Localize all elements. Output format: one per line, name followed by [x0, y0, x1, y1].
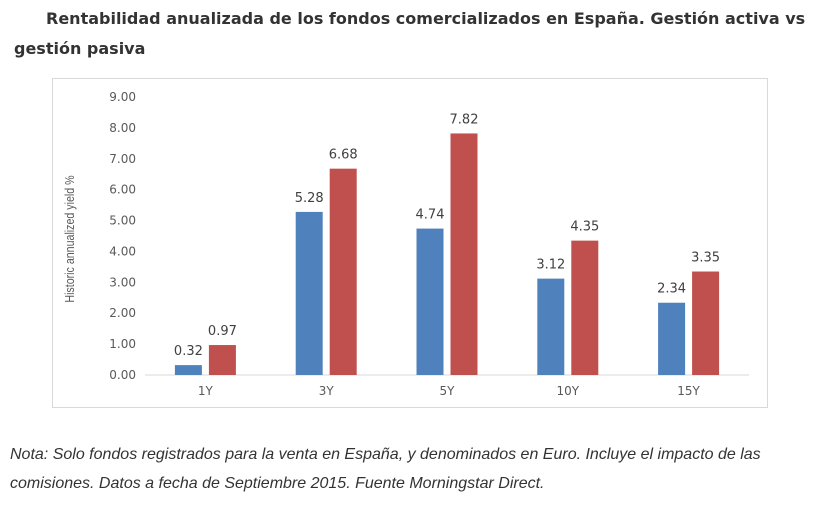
- data-label: 4.35: [570, 220, 599, 235]
- y-tick-label: 5.00: [109, 214, 136, 228]
- y-tick-label: 2.00: [109, 306, 136, 320]
- x-tick-label: 1Y: [198, 384, 214, 398]
- data-label: 0.32: [174, 344, 203, 359]
- y-tick-label: 9.00: [109, 90, 136, 104]
- bar-5y-series-1: [416, 228, 444, 375]
- bar-15y-series-1: [658, 302, 686, 375]
- data-label: 7.82: [450, 112, 479, 127]
- x-tick-label: 15Y: [677, 384, 700, 398]
- y-tick-label: 7.00: [109, 152, 136, 166]
- bar-15y-series-2: [692, 271, 720, 375]
- data-label: 2.34: [657, 282, 686, 297]
- bar-5y-series-2: [450, 133, 478, 375]
- x-axis-ticks: 1Y 3Y 5Y 10Y 15Y: [198, 384, 701, 398]
- data-label: 3.35: [691, 251, 720, 266]
- footnote: Nota: Solo fondos registrados para la ve…: [10, 446, 761, 492]
- bar-10y-series-1: [537, 278, 565, 375]
- x-tick-label: 3Y: [319, 384, 335, 398]
- y-tick-label: 6.00: [109, 183, 136, 197]
- y-tick-label: 1.00: [109, 337, 136, 351]
- x-tick-label: 5Y: [440, 384, 456, 398]
- data-label: 4.74: [416, 208, 445, 223]
- y-tick-label: 4.00: [109, 244, 136, 258]
- data-label: 3.12: [536, 258, 565, 273]
- bar-3y-series-2: [329, 168, 357, 375]
- bar-3y-series-1: [295, 211, 323, 375]
- y-axis-ticks: 0.00 1.00 2.00 3.00 4.00 5.00 6.00 7.00 8.00 9.00: [109, 90, 136, 382]
- bar-chart: Historic annualized yield % 0.00 1.00 2.00…: [62, 90, 749, 398]
- x-tick-label: 10Y: [556, 384, 579, 398]
- y-tick-label: 8.00: [109, 121, 136, 135]
- y-tick-label: 0.00: [109, 368, 136, 382]
- bar-10y-series-2: [571, 240, 599, 375]
- chart-frame: Historic annualized yield % 0.00 1.00 2.00…: [52, 78, 768, 408]
- bar-1y-series-2: [208, 345, 236, 375]
- data-label: 5.28: [295, 191, 324, 206]
- data-label: 6.68: [329, 148, 358, 163]
- bars: [174, 133, 720, 375]
- chart-title: Rentabilidad anualizada de los fondos co…: [14, 9, 806, 58]
- bar-1y-series-1: [174, 365, 202, 375]
- data-labels: 0.32 0.97 5.28 6.68 4.74 7.82 3.12 4.35 2.34 3.35: [174, 112, 720, 359]
- data-label: 0.97: [208, 324, 237, 339]
- y-tick-label: 3.00: [109, 275, 136, 289]
- y-axis-label: Historic annualized yield %: [62, 175, 77, 303]
